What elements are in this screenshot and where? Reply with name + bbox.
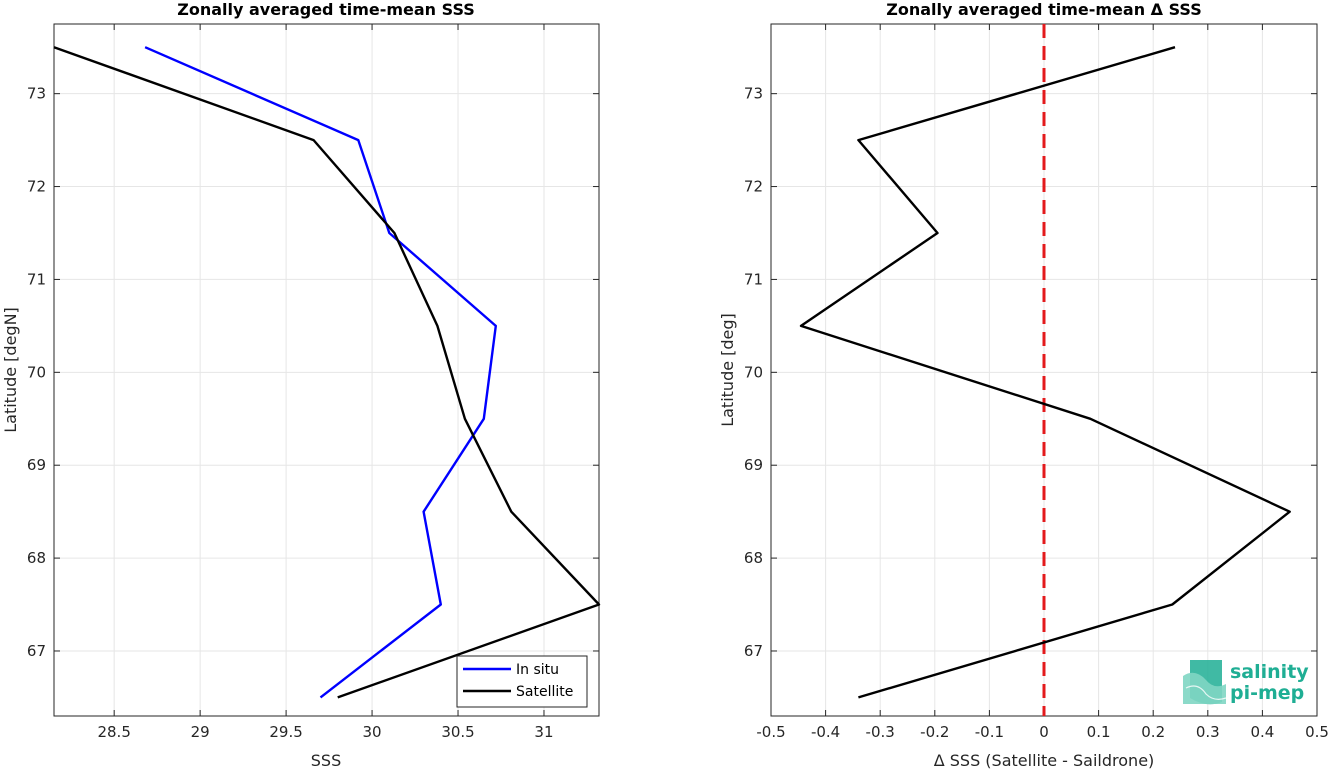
right-plot-delta-sss: -0.5 -0.4 -0.3 -0.2 -0.1 0 0.1 0.2 0.3 0.4 0.5 67 68… xyxy=(718,0,1329,769)
left-plot-area xyxy=(54,24,599,716)
left-plot-frame xyxy=(53,23,600,717)
right-y-tick-label: 70 xyxy=(744,363,763,381)
legend-label-in-situ: In situ xyxy=(516,662,559,678)
left-x-tick-label: 28.5 xyxy=(97,723,130,741)
left-y-tick-label: 70 xyxy=(27,363,46,381)
right-x-tick-label: 0.5 xyxy=(1305,723,1329,741)
right-x-tick-label: -0.5 xyxy=(756,723,785,741)
left-series xyxy=(53,46,601,699)
left-y-tick-label: 72 xyxy=(27,178,46,196)
left-y-tick-label: 69 xyxy=(27,456,46,474)
legend: In situ Satellite xyxy=(456,655,588,708)
left-series-line-in-situ xyxy=(144,46,497,699)
right-x-tick-label: 0.4 xyxy=(1250,723,1274,741)
logo-text-pi-mep: pi-mep xyxy=(1230,682,1304,704)
left-ticks: 28.5 29 29.5 30 30.5 31 67 68 69 70 71 72 73 xyxy=(27,24,599,741)
right-ticks: -0.5 -0.4 -0.3 -0.2 -0.1 0 0.1 0.2 0.3 0.4 0.5 67 68… xyxy=(744,24,1329,741)
left-x-tick-label: 30.5 xyxy=(441,723,474,741)
legend-box xyxy=(456,655,588,708)
right-x-tick-label: -0.2 xyxy=(920,723,949,741)
right-x-tick-label: -0.4 xyxy=(811,723,840,741)
left-chart-title: Zonally averaged time-mean SSS xyxy=(177,0,475,19)
left-x-tick-label: 29.5 xyxy=(269,723,302,741)
right-chart-title: Zonally averaged time-mean Δ SSS xyxy=(886,0,1202,19)
salinity-pi-mep-logo: salinity pi-mep xyxy=(1183,660,1309,705)
right-x-tick-label: 0.2 xyxy=(1141,723,1165,741)
right-series-line-delta-sss xyxy=(799,46,1291,699)
right-x-tick-label: 0.1 xyxy=(1087,723,1111,741)
left-plot-sss: 28.5 29 29.5 30 30.5 31 67 68 69 70 71 72 73 Zonally… xyxy=(1,0,601,769)
left-x-tick-label: 29 xyxy=(191,723,210,741)
right-x-tick-label: -0.1 xyxy=(975,723,1004,741)
right-y-axis-label: Latitude [deg] xyxy=(718,313,737,427)
left-x-axis-label: SSS xyxy=(311,751,341,769)
right-y-tick-label: 67 xyxy=(744,642,763,660)
logo-text-salinity: salinity xyxy=(1230,661,1309,683)
logo-wave-accent-icon xyxy=(1183,672,1226,704)
left-grid xyxy=(54,24,599,716)
right-y-tick-label: 73 xyxy=(744,85,763,103)
right-series xyxy=(799,46,1291,699)
right-x-axis-label: Δ SSS (Satellite - Saildrone) xyxy=(934,751,1155,769)
left-y-tick-label: 73 xyxy=(27,85,46,103)
left-x-tick-label: 31 xyxy=(534,723,553,741)
left-y-tick-label: 71 xyxy=(27,270,46,288)
left-y-tick-label: 68 xyxy=(27,549,46,567)
left-y-axis-label: Latitude [degN] xyxy=(1,307,20,433)
right-x-tick-label: 0 xyxy=(1039,723,1049,741)
right-y-tick-label: 71 xyxy=(744,270,763,288)
logo-wave-line-icon xyxy=(1185,685,1227,700)
right-x-tick-label: 0.3 xyxy=(1196,723,1220,741)
left-y-tick-label: 67 xyxy=(27,642,46,660)
right-y-tick-label: 69 xyxy=(744,456,763,474)
right-x-tick-label: -0.3 xyxy=(866,723,895,741)
left-series-line-satellite xyxy=(53,46,601,699)
legend-label-satellite: Satellite xyxy=(516,684,573,700)
right-y-tick-label: 68 xyxy=(744,549,763,567)
right-y-tick-label: 72 xyxy=(744,178,763,196)
left-x-tick-label: 30 xyxy=(363,723,382,741)
